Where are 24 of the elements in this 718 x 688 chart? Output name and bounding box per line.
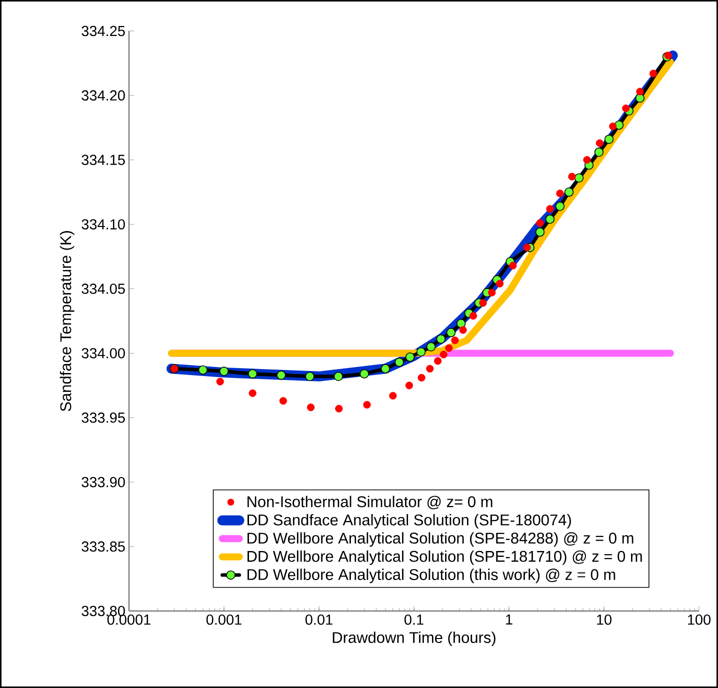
legend-label: DD Wellbore Analytical Solution (SPE-84288) @ z = 0 m: [248, 532, 634, 547]
x-tick-label: 0.01: [305, 614, 332, 625]
x-tick-label: 1: [506, 614, 512, 624]
y-tick-label: 334.00: [82, 348, 125, 358]
legend-label: DD Wellbore Analytical Solution (this work) @ z = 0 m: [248, 568, 616, 584]
y-tick-label: 333.90: [82, 476, 125, 488]
y-tick-label: 334.05: [82, 284, 125, 294]
x-tick-label: 0.0001: [107, 614, 150, 625]
x-tick-label: 100: [688, 614, 711, 625]
y-axis-title: Sandface Temperature (K): [60, 231, 74, 412]
x-axis-title: Drawdown Time (hours): [332, 632, 496, 646]
y-tick-label: 334.15: [82, 154, 125, 166]
y-tick-label: 334.20: [82, 90, 125, 101]
y-tick-label: 334.25: [82, 26, 125, 36]
x-tick-label: 10: [597, 614, 612, 625]
legend-label: Non-Isothermal Simulator @ z= 0 m: [248, 496, 492, 510]
y-tick-label: 333.95: [82, 412, 125, 423]
y-tick-label: 333.80: [82, 606, 125, 616]
x-tick-label: 0.001: [206, 614, 242, 625]
y-tick-label: 333.85: [82, 541, 125, 552]
x-tick-label: 0.1: [404, 614, 424, 625]
legend-label: DD Wellbore Analytical Solution (SPE-181710) @ z = 0 m: [248, 550, 642, 565]
y-tick-label: 334.10: [82, 219, 125, 230]
legend-label: DD Sandface Analytical Solution (SPE-180074): [248, 514, 571, 529]
